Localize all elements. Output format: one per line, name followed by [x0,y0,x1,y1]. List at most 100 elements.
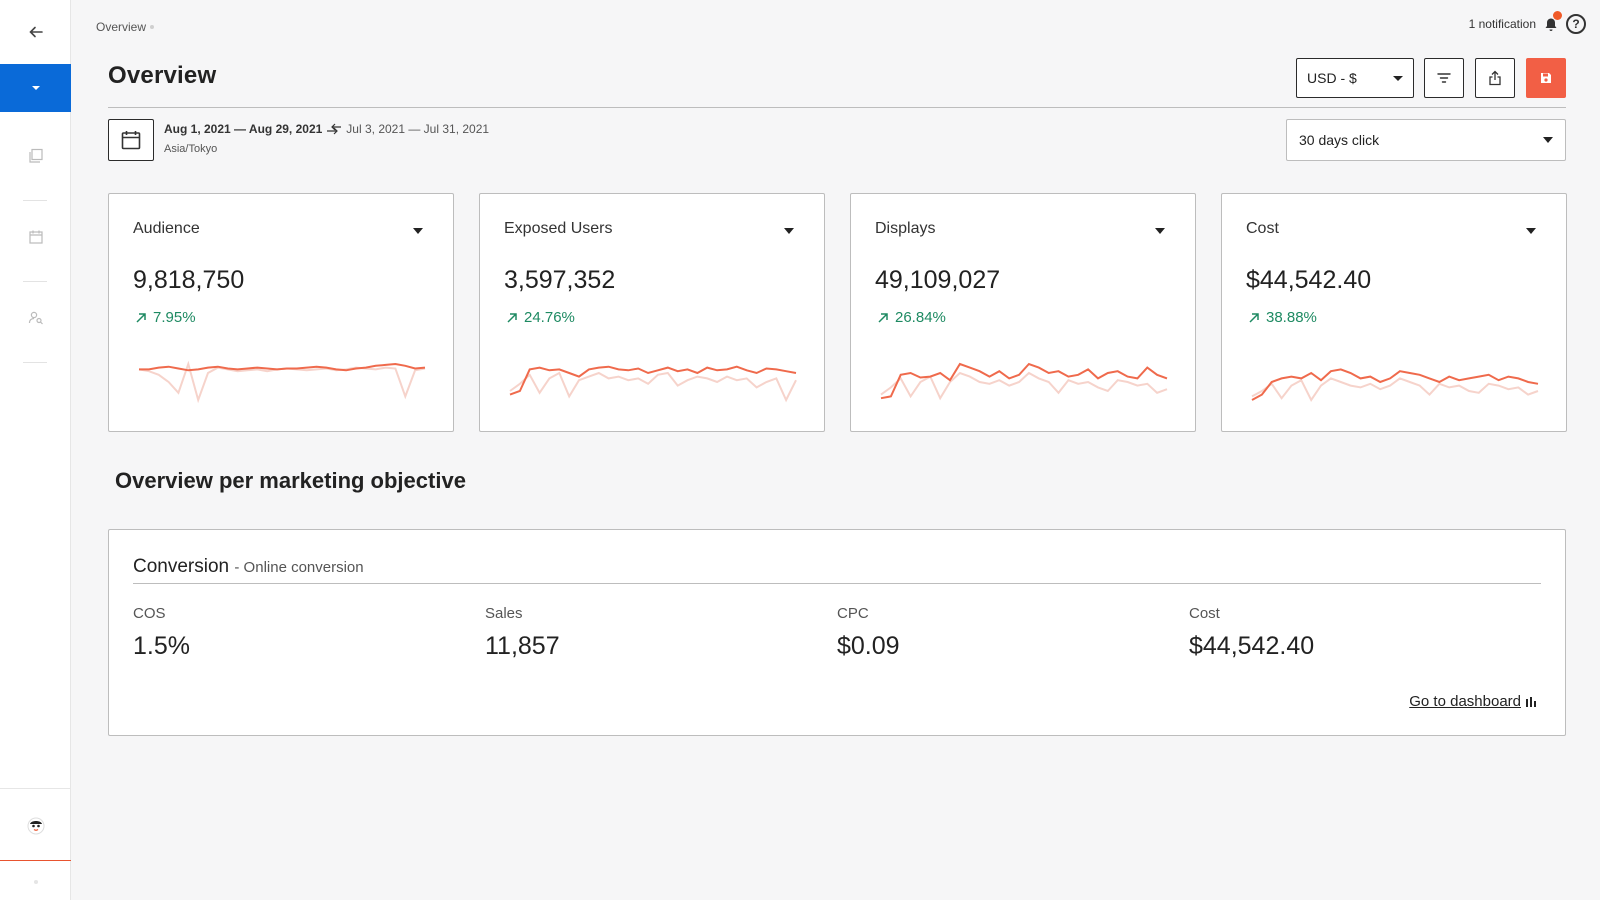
section-title: Overview per marketing objective [115,468,466,493]
breadcrumb-current[interactable]: Overview [96,20,147,34]
metric-sales: Sales 11,857 [485,605,560,661]
breadcrumb-separator [150,25,155,29]
kpi-card-displays: Displays 49,109,027 26.84% [850,193,1196,432]
sidebar-item-copies[interactable] [0,136,71,176]
currency-select[interactable]: USD - $ [1296,58,1414,98]
page-title: Overview [108,62,217,89]
kpi-delta-value: 7.95% [153,309,196,326]
metric-label: Sales [485,605,523,622]
compare-arrows-icon [327,123,342,135]
sparkline [138,360,426,404]
kpi-delta-value: 24.76% [524,309,575,326]
date-range-current: Aug 1, 2021 — Aug 29, 2021 [164,122,323,136]
sparkline-current-period [509,365,797,396]
metric-cos: COS 1.5% [133,605,190,661]
sparkline-current-period [139,362,426,372]
metric-value: 11,857 [485,632,560,660]
objective-title: Conversion - Online conversion [133,556,364,578]
kpi-value: 3,597,352 [504,266,616,294]
back-button[interactable] [0,12,71,52]
copy-icon [28,148,43,163]
sidebar-dot [34,880,38,884]
filter-icon [1437,73,1451,83]
sparkline-previous-period [509,371,797,403]
attribution-value: 30 days click [1299,132,1380,148]
user-search-icon [28,311,43,325]
sparkline-previous-period [1251,377,1539,402]
sidebar-item-active[interactable] [0,64,71,112]
kpi-label: Cost [1246,220,1279,237]
sparkline-current-period [1251,368,1539,401]
kpi-delta: 7.95% [135,309,196,326]
save-icon [1541,73,1551,83]
kpi-delta: 26.84% [877,309,946,326]
go-to-dashboard-label: Go to dashboard [1409,693,1521,710]
objective-card-conversion: Conversion - Online conversion COS 1.5% … [108,529,1566,736]
go-to-dashboard-link[interactable]: Go to dashboard [1409,693,1537,710]
metric-cpc: CPC $0.09 [837,605,900,661]
arrow-left-icon [28,26,43,38]
sidebar-item-calendar[interactable] [0,217,71,257]
sparkline [880,362,1168,401]
trend-up-icon [878,312,888,323]
currency-value: USD - $ [1307,70,1357,86]
kpi-label: Displays [875,220,936,237]
metric-cost: Cost $44,542.40 [1189,605,1314,661]
date-range-compare: Jul 3, 2021 — Jul 31, 2021 [346,122,490,136]
export-icon [1489,70,1501,86]
sidebar-item-audience[interactable] [0,298,71,338]
kpi-delta: 24.76% [506,309,575,326]
trend-up-icon [507,312,517,323]
kpi-card-audience: Audience 9,818,750 7.95% [108,193,454,432]
caret-down-icon [1155,228,1165,234]
caret-down-icon [1543,137,1553,143]
objective-subtitle: - Online conversion [234,559,364,576]
objective-name: Conversion [133,556,230,577]
sidebar-divider [23,200,47,201]
calendar-icon [121,131,141,150]
caret-down-icon [1393,75,1403,81]
export-button[interactable] [1475,58,1515,98]
sidebar-divider [23,362,47,363]
mascot-avatar-icon [27,817,45,835]
caret-down-icon [1526,228,1536,234]
kpi-card-exposed-users: Exposed Users 3,597,352 24.76% [479,193,825,432]
metric-label: COS [133,605,166,622]
save-button[interactable] [1526,58,1566,98]
kpi-label: Audience [133,220,200,237]
sparkline [509,365,797,403]
metric-value: 1.5% [133,632,190,660]
metric-label: Cost [1189,605,1220,622]
metric-value: $44,542.40 [1189,632,1315,660]
bell-icon [1545,18,1557,31]
caret-down-icon [784,228,794,234]
notification-area: 1 notification ? [1468,11,1586,34]
objective-divider [133,583,1541,584]
kpi-card-cost: Cost $44,542.40 38.88% [1221,193,1567,432]
header-divider [108,107,1566,108]
date-range[interactable]: Aug 1, 2021 — Aug 29, 2021 Jul 3, 2021 —… [164,122,489,136]
help-button[interactable]: ? [1566,14,1586,34]
kpi-value: 9,818,750 [133,266,245,294]
trend-up-icon [136,312,146,323]
attribution-select[interactable]: 30 days click [1286,119,1566,161]
filter-button[interactable] [1424,58,1464,98]
sidebar-divider [23,281,47,282]
trend-up-icon [1249,312,1259,323]
kpi-value: 49,109,027 [875,266,1001,294]
kpi-value: $44,542.40 [1246,266,1372,294]
avatar[interactable] [24,814,48,838]
calendar-icon [28,230,43,244]
metric-label: CPC [837,605,869,622]
chevron-down-icon [31,86,40,90]
kpi-label: Exposed Users [504,220,613,237]
sparkline [1251,368,1539,402]
notification-bell[interactable] [1542,11,1562,33]
kpi-delta-value: 38.88% [1266,309,1317,326]
notification-text[interactable]: 1 notification [1468,17,1536,31]
sidebar-bottom-divider [0,788,71,789]
bar-chart-icon [1526,696,1536,707]
date-picker-button[interactable] [108,119,154,161]
timezone: Asia/Tokyo [164,143,218,155]
kpi-delta-value: 26.84% [895,309,946,326]
